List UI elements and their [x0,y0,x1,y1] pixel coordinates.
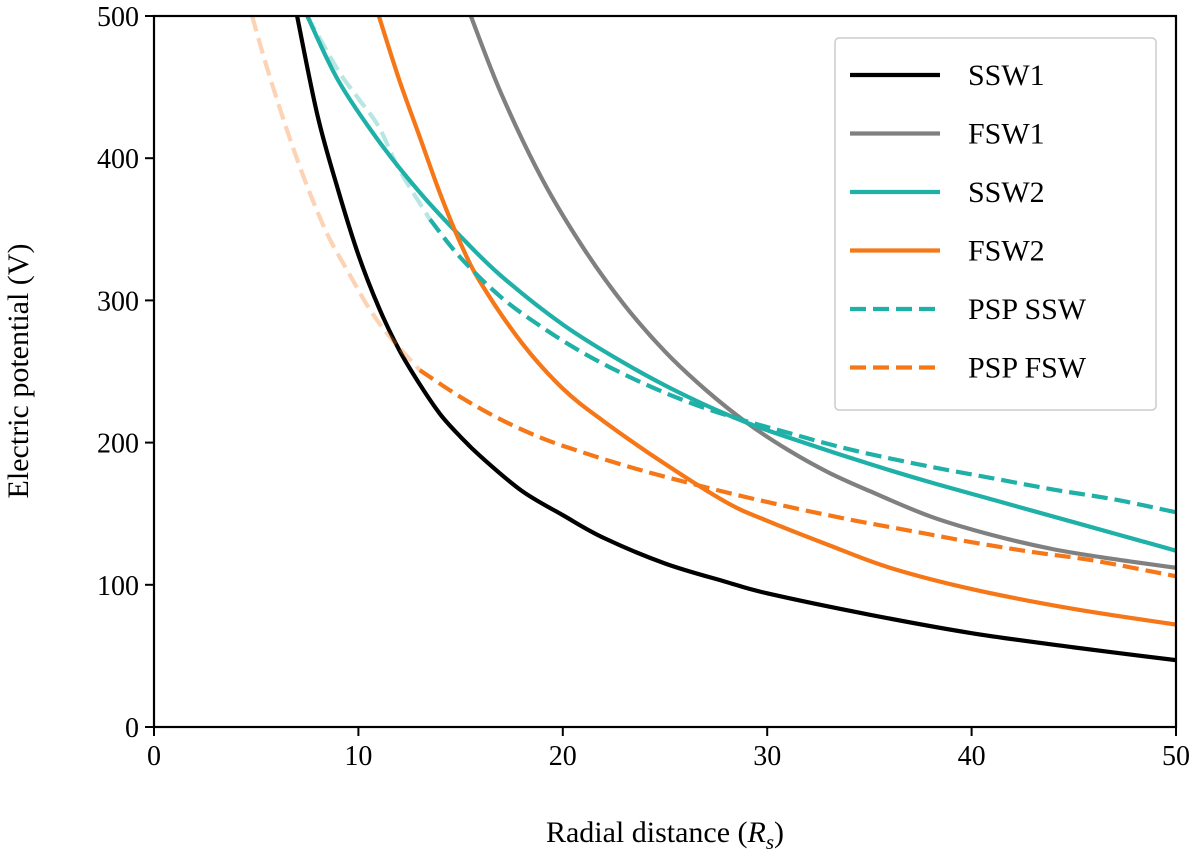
series-line-psp-ssw-extrapolated [305,16,432,221]
legend-label-ssw1: SSW1 [968,59,1045,92]
plot-frame [152,14,1178,729]
x-axis-title-suffix: ) [774,816,784,849]
series-line-fsw2 [376,16,1176,627]
legend: SSW1 FSW1 SSW2 FSW2 PSP SSW PSP FSW [834,37,1157,411]
series-line-psp-ssw [428,218,1176,515]
x-tick-label: 20 [549,741,577,772]
series-layer [250,16,1176,663]
series-line-ssw2 [305,16,1176,553]
legend-label-fsw2: FSW2 [968,235,1045,268]
series-line-psp-fsw-extrapolated [250,16,422,372]
x-axis-title-symbol: R [747,816,766,849]
x-axis-title: Radial distance (Rs) [546,816,784,854]
y-tick-label: 300 [97,286,139,317]
x-axis-title-text: Radial distance ( [546,816,748,849]
legend-label-fsw1: FSW1 [968,118,1045,151]
y-tick-label: 200 [97,429,139,460]
series-line-fsw1 [468,16,1176,570]
legend-label-psp-fsw: PSP FSW [968,352,1087,385]
y-tick-label: 400 [97,144,139,175]
x-tick-label: 50 [1162,741,1190,772]
y-tick-label: 500 [97,2,139,33]
series-line-psp-fsw [418,368,1176,579]
x-tick-label: 40 [958,741,986,772]
series-line-ssw1 [295,16,1176,663]
x-axis-ticks: 0 10 20 30 40 50 [147,727,1190,772]
y-axis-ticks: 0 100 200 300 400 500 [97,2,154,744]
x-tick-label: 0 [147,741,161,772]
legend-box [834,37,1157,411]
legend-label-ssw2: SSW2 [968,176,1045,209]
y-tick-label: 0 [125,713,139,744]
x-tick-label: 30 [753,741,781,772]
x-tick-label: 10 [344,741,372,772]
y-axis-title: Electric potential (V) [2,244,35,499]
legend-label-psp-ssw: PSP SSW [968,293,1087,326]
x-axis-title-subscript: s [766,830,774,854]
y-tick-label: 100 [97,571,139,602]
